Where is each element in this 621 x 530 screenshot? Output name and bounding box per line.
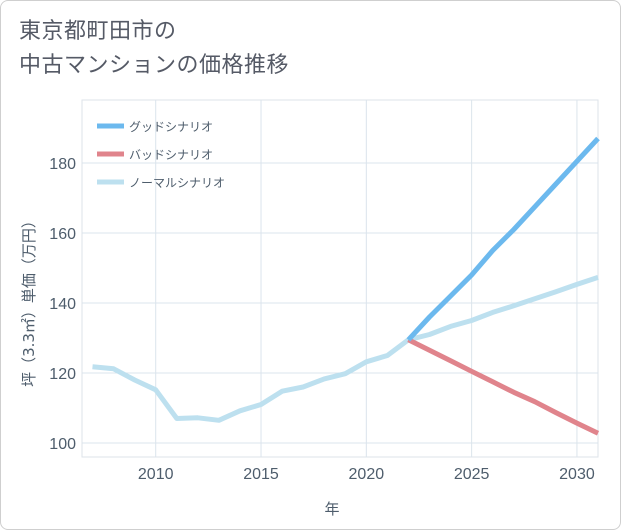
legend-label-bad: バッドシナリオ bbox=[129, 148, 213, 162]
legend-label-normal: ノーマルシナリオ bbox=[129, 176, 225, 190]
x-tick-label: 2020 bbox=[349, 466, 385, 483]
tick-labels: 2010 2015 2020 2025 2030 100 120 140 160 180 bbox=[49, 156, 595, 483]
y-axis-title: 坪（3.3㎡）単価（万円） bbox=[20, 213, 38, 387]
chart-title-line-1: 東京都町田市の bbox=[19, 19, 177, 44]
x-tick-label: 2030 bbox=[559, 466, 595, 483]
series-line-bad bbox=[407, 337, 600, 436]
y-tick-label: 160 bbox=[49, 226, 76, 243]
x-tick-label: 2010 bbox=[138, 466, 174, 483]
y-tick-label: 100 bbox=[49, 436, 76, 453]
x-tick-label: 2025 bbox=[454, 466, 490, 483]
legend-label-good: グッドシナリオ bbox=[129, 120, 213, 134]
x-tick-label: 2015 bbox=[243, 466, 279, 483]
chart-title: 東京都町田市の 中古マンションの価格推移 bbox=[19, 15, 289, 83]
y-tick-label: 140 bbox=[49, 296, 76, 313]
chart-title-line-2: 中古マンションの価格推移 bbox=[19, 53, 290, 78]
series-line-good bbox=[406, 136, 600, 342]
x-axis-title: 年 bbox=[324, 500, 339, 518]
y-tick-label: 120 bbox=[49, 366, 76, 383]
series-line-normal bbox=[92, 275, 599, 423]
series-lines bbox=[92, 136, 600, 436]
y-tick-label: 180 bbox=[49, 156, 76, 173]
